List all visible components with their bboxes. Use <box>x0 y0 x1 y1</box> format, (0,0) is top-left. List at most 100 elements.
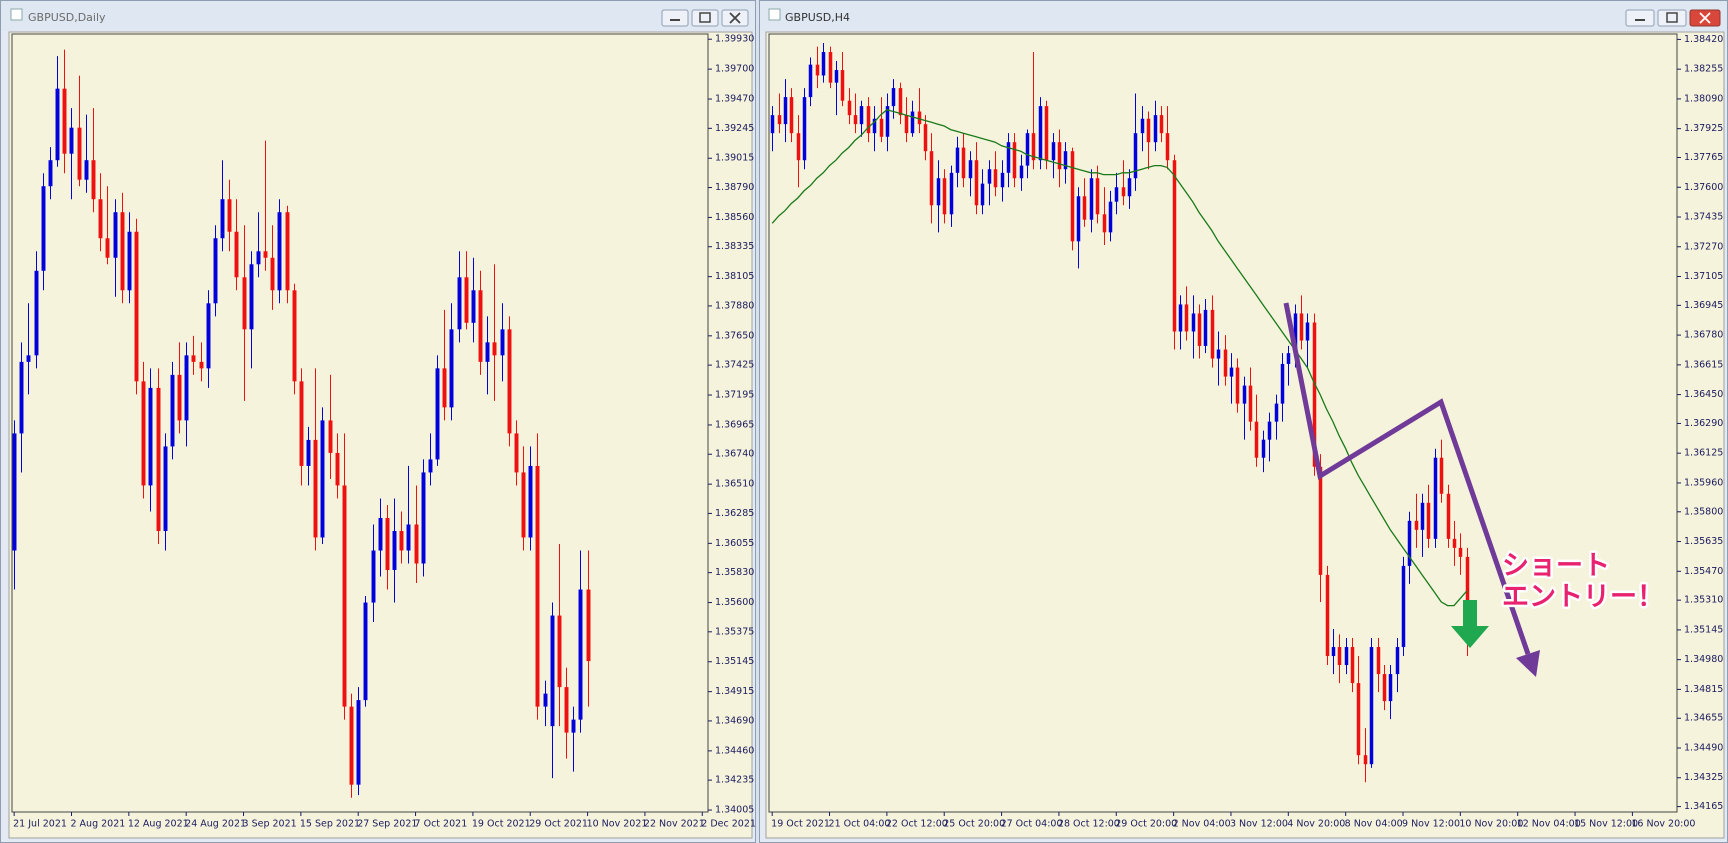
minimize-button[interactable] <box>1625 9 1655 27</box>
candle-body <box>277 212 282 291</box>
candle-body <box>987 169 992 184</box>
candle-body <box>1452 538 1457 548</box>
candle-body <box>206 303 211 369</box>
candle-body <box>478 290 483 362</box>
candle-body <box>1063 151 1068 170</box>
candle-body <box>1229 367 1234 377</box>
candle-body <box>335 452 340 486</box>
annotation-text: ショート <box>1502 551 1610 582</box>
candle-body <box>249 264 254 330</box>
candle-body <box>1465 556 1470 639</box>
annotations: ショート エントリー！ <box>1283 302 1667 677</box>
x-tick-label: 4 Nov 20:00 <box>1287 819 1345 830</box>
x-tick-label: 27 Sep 2021 <box>357 819 417 830</box>
maximize-button[interactable] <box>691 9 719 27</box>
candle-body <box>1274 403 1279 422</box>
x-tick-label: 12 Nov 04:00 <box>1517 819 1581 830</box>
y-tick-label: 1.37600 <box>1684 182 1723 193</box>
minimize-button[interactable] <box>661 9 689 27</box>
candle-body <box>191 355 196 362</box>
candle-body <box>1057 142 1062 170</box>
x-tick-label: 2 Dec 2021 <box>701 819 756 830</box>
candle-body <box>514 433 519 473</box>
x-tick-label: 29 Oct 20:00 <box>1115 819 1177 830</box>
y-tick-label: 1.35830 <box>715 567 754 578</box>
candle-body <box>406 524 411 551</box>
candle-body <box>789 97 794 134</box>
maximize-button[interactable] <box>1657 9 1687 27</box>
candle-body <box>1312 322 1317 467</box>
y-tick-label: 1.36055 <box>715 538 754 549</box>
candle-body <box>19 361 24 434</box>
candle-body <box>91 160 96 200</box>
candle-body <box>1127 178 1132 197</box>
x-tick-label: 24 Aug 2021 <box>185 819 246 830</box>
candle-body <box>457 277 462 330</box>
candle-body <box>1019 165 1024 179</box>
candle-body <box>1254 421 1259 458</box>
candle-body <box>1267 421 1272 440</box>
candle-body <box>1395 647 1400 675</box>
candle-body <box>859 106 864 125</box>
candle-body <box>306 439 311 466</box>
candle-body <box>1159 115 1164 134</box>
candle-body <box>1146 118 1151 143</box>
candle-body <box>1044 106 1049 161</box>
window-icon <box>768 8 781 21</box>
y-tick-label: 1.34655 <box>1684 713 1723 724</box>
zigzag-arrow-head <box>1516 650 1540 677</box>
y-tick-label: 1.38560 <box>715 212 754 223</box>
y-tick-label: 1.36615 <box>1684 359 1723 370</box>
y-tick-label: 1.35145 <box>1684 624 1723 635</box>
title-bar <box>1 1 755 31</box>
x-tick-label: 28 Oct 12:00 <box>1058 819 1120 830</box>
candle-body <box>564 687 569 733</box>
y-tick-label: 1.35145 <box>715 656 754 667</box>
candle-body <box>48 160 53 187</box>
candle-body <box>557 615 562 688</box>
candle-body <box>783 97 788 125</box>
window-icon <box>10 8 23 21</box>
y-tick-label: 1.39470 <box>715 94 754 105</box>
candle-body <box>770 115 775 134</box>
candle-body <box>77 127 82 180</box>
candle-body <box>177 374 182 421</box>
x-tick-label: 19 Oct 2021 <box>472 819 531 830</box>
y-tick-label: 1.36450 <box>1684 389 1723 400</box>
y-tick-label: 1.37270 <box>1684 241 1723 252</box>
candle-body <box>1102 214 1107 233</box>
candle-body <box>1025 133 1030 166</box>
candle-body <box>1031 133 1036 161</box>
y-tick-label: 1.39930 <box>715 34 754 45</box>
x-tick-label: 29 Oct 2021 <box>529 819 588 830</box>
candle-body <box>1165 133 1170 161</box>
candle-body <box>853 115 858 125</box>
candle-body <box>1184 304 1189 332</box>
y-tick-label: 1.34915 <box>715 686 754 697</box>
candle-body <box>1051 142 1056 161</box>
plot-area <box>11 33 709 813</box>
candle-body <box>1082 196 1087 220</box>
candle-body <box>342 485 347 707</box>
y-tick-label: 1.38335 <box>715 241 754 252</box>
candle-body <box>578 589 583 720</box>
y-tick-label: 1.37435 <box>1684 212 1723 223</box>
candle-body <box>1191 313 1196 332</box>
candle-body <box>1331 647 1336 657</box>
y-tick-label: 1.34490 <box>1684 742 1723 753</box>
candle-body <box>292 290 297 382</box>
candle-body <box>949 172 954 215</box>
y-tick-label: 1.35800 <box>1684 506 1723 517</box>
y-tick-label: 1.37195 <box>715 390 754 401</box>
candle-body <box>213 238 218 304</box>
candle-body <box>1038 106 1043 161</box>
candle-body <box>163 446 168 531</box>
candle-body <box>923 124 928 152</box>
candle-body <box>866 106 871 134</box>
candle-body <box>1095 178 1100 215</box>
candle-body <box>371 550 376 603</box>
x-tick-label: 8 Nov 04:00 <box>1345 819 1403 830</box>
candle-body <box>507 329 512 434</box>
y-tick-label: 1.36965 <box>715 419 754 430</box>
